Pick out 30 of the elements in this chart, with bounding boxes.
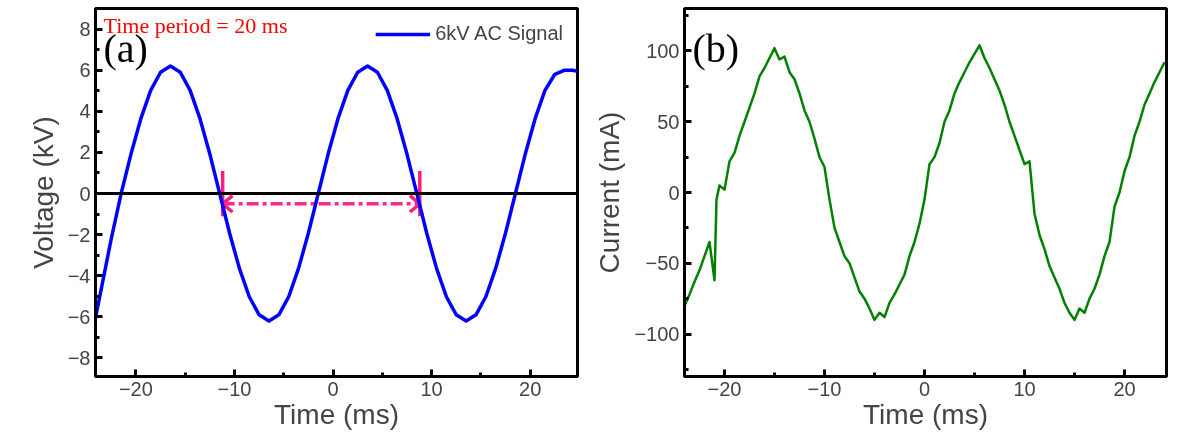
- x-tick-label: −10: [217, 377, 252, 400]
- y-tick-label: 2: [79, 141, 91, 164]
- y-tick-label: −2: [67, 223, 91, 246]
- y-tick-label: 50: [657, 110, 680, 133]
- y-axis-title: Voltage (kV): [27, 116, 59, 269]
- y-tick-label: −4: [67, 264, 91, 287]
- y-tick-label: 4: [79, 100, 91, 123]
- x-tick-label: 10: [420, 377, 443, 400]
- x-tick-label: 0: [918, 377, 931, 400]
- x-tick-label: 0: [327, 377, 339, 400]
- x-tick-label: −10: [807, 377, 842, 400]
- x-tick-label: 10: [1013, 377, 1036, 400]
- y-tick-label: 0: [79, 182, 91, 205]
- annotation: (b): [692, 25, 740, 71]
- y-axis-title: Current (mA): [594, 111, 626, 274]
- x-axis-title: Time (ms): [274, 398, 399, 430]
- x-tick-label: −20: [118, 377, 153, 400]
- y-tick-label: −8: [67, 347, 91, 369]
- y-tick-label: 6: [79, 59, 91, 82]
- y-tick-label: 8: [79, 18, 91, 41]
- x-axis-title: Time (ms): [863, 398, 988, 430]
- legend-label: 6kV AC Signal: [435, 22, 563, 45]
- x-tick-label: −20: [707, 377, 742, 400]
- x-tick-label: 20: [519, 377, 542, 400]
- x-tick-label: 20: [1113, 377, 1136, 400]
- y-tick-label: −100: [634, 323, 680, 346]
- y-tick-label: 100: [646, 39, 680, 62]
- y-tick-label: 0: [668, 181, 680, 204]
- y-tick-label: −50: [645, 252, 680, 275]
- y-tick-label: −6: [67, 305, 91, 328]
